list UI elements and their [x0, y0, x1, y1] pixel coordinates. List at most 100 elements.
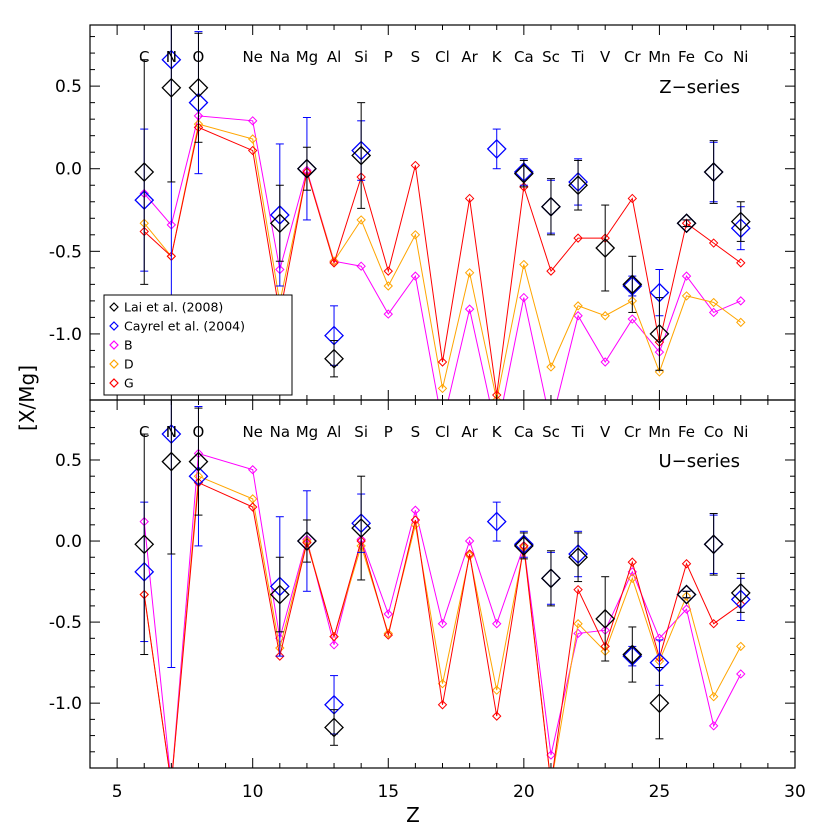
model-point-D [519, 259, 529, 270]
y-axis-label: [X/Mg] [15, 365, 39, 431]
model-point-D [437, 678, 448, 689]
y-tick-label: 0.0 [55, 160, 82, 180]
element-label-O: O [193, 423, 205, 441]
element-label-N: N [166, 48, 177, 66]
model-point-G [708, 238, 719, 248]
model-line-D [143, 475, 742, 768]
data-point-lai [188, 77, 209, 98]
data-point-lai [134, 534, 155, 555]
element-label-Al: Al [327, 423, 341, 441]
y-tick-label: -1.0 [49, 325, 82, 345]
model-point-D [410, 520, 421, 530]
model-line-G [143, 481, 742, 768]
model-point-D [547, 780, 555, 788]
data-point-lai [513, 163, 534, 184]
legend-marker-G [109, 378, 119, 388]
model-point-B [708, 721, 719, 731]
model-point-D [736, 641, 746, 652]
element-label-O: O [193, 48, 205, 66]
element-label-Mn: Mn [648, 423, 670, 441]
element-label-Fe: Fe [678, 48, 695, 66]
legend-label-cayrel: Cayrel et al. (2004) [124, 319, 245, 334]
legend-label-lai: Lai et al. (2008) [124, 300, 223, 315]
model-point-B [627, 314, 638, 324]
model-point-B [573, 311, 583, 321]
model-point-D [464, 268, 475, 278]
data-point-lai [595, 238, 616, 258]
model-point-G [681, 218, 692, 228]
data-point-cayrel [486, 138, 507, 159]
data-point-lai [649, 324, 670, 344]
element-label-Fe: Fe [678, 423, 695, 441]
model-line-D [143, 123, 742, 400]
model-point-G [464, 193, 475, 204]
model-point-D [492, 395, 502, 400]
model-point-G [573, 233, 583, 243]
x-tick-label: 20 [513, 782, 535, 802]
element-label-Si: Si [354, 48, 368, 66]
y-tick-label: -0.5 [49, 242, 82, 262]
legend-marker-cayrel [109, 321, 119, 331]
model-point-D [681, 591, 692, 601]
element-label-Ar: Ar [461, 48, 478, 66]
element-label-Cr: Cr [624, 423, 641, 441]
legend-marker-D [109, 359, 119, 369]
data-point-lai [622, 274, 643, 295]
model-point-G [410, 160, 421, 171]
model-point-G [383, 630, 393, 640]
model-point-G [464, 549, 475, 559]
element-label-Na: Na [270, 48, 290, 66]
bottom-panel-series [134, 400, 751, 788]
top-panel-element-labels: C N O Ne Na Mg Al Si P S Cl Ar K Ca Sc Ti V Cr Mn Fe Co Ni [139, 48, 748, 66]
element-label-Cl: Cl [435, 423, 450, 441]
data-point-lai [351, 518, 372, 538]
legend: Lai et al. (2008) Cayrel et al. (2004) BDG [103, 294, 293, 396]
model-point-B [383, 309, 393, 319]
data-point-lai [622, 644, 643, 665]
model-point-D [736, 317, 746, 328]
element-label-Ar: Ar [461, 423, 478, 441]
element-label-Cl: Cl [435, 48, 450, 66]
element-label-Mg: Mg [296, 48, 318, 66]
data-point-lai [269, 584, 290, 605]
model-point-D [546, 362, 556, 372]
element-label-Ne: Ne [242, 48, 262, 66]
element-label-Ti: Ti [571, 423, 585, 441]
y-tick-label: -0.5 [49, 613, 82, 633]
model-point-G [681, 559, 692, 569]
model-point-D [573, 619, 583, 629]
data-point-lai [730, 211, 751, 232]
bottom-panel: -1.0 -0.5 0.0 0.5 C N O Ne Na Mg Al Si P S Cl Ar K Ca Sc T… [49, 399, 796, 788]
top-panel-series [134, 25, 751, 400]
model-line-G [143, 126, 742, 396]
model-point-D [383, 281, 393, 291]
model-point-G [437, 357, 448, 367]
model-point-B [329, 640, 339, 650]
model-point-G [329, 258, 339, 268]
model-point-D [356, 215, 366, 225]
data-point-lai [703, 162, 724, 182]
element-label-Ni: Ni [733, 423, 748, 441]
element-label-S: S [411, 423, 421, 441]
data-point-lai [324, 717, 344, 738]
data-point-lai [541, 568, 561, 589]
legend-label-D: D [124, 357, 134, 372]
model-point-D [708, 297, 719, 308]
element-label-C: C [139, 48, 149, 66]
x-tick-label: 10 [242, 782, 264, 802]
model-point-G [383, 266, 393, 276]
data-point-lai [541, 196, 561, 217]
model-point-G [627, 557, 638, 567]
model-point-D [329, 256, 339, 266]
data-point-lai [649, 693, 670, 714]
legend-box [103, 294, 293, 396]
model-point-B [546, 750, 556, 760]
element-label-Ni: Ni [733, 48, 748, 66]
element-label-K: K [492, 423, 503, 441]
y-tick-label: -1.0 [49, 694, 82, 714]
model-point-D [627, 573, 638, 584]
element-label-P: P [384, 423, 393, 441]
element-label-Mg: Mg [296, 423, 318, 441]
model-point-G [247, 502, 258, 512]
